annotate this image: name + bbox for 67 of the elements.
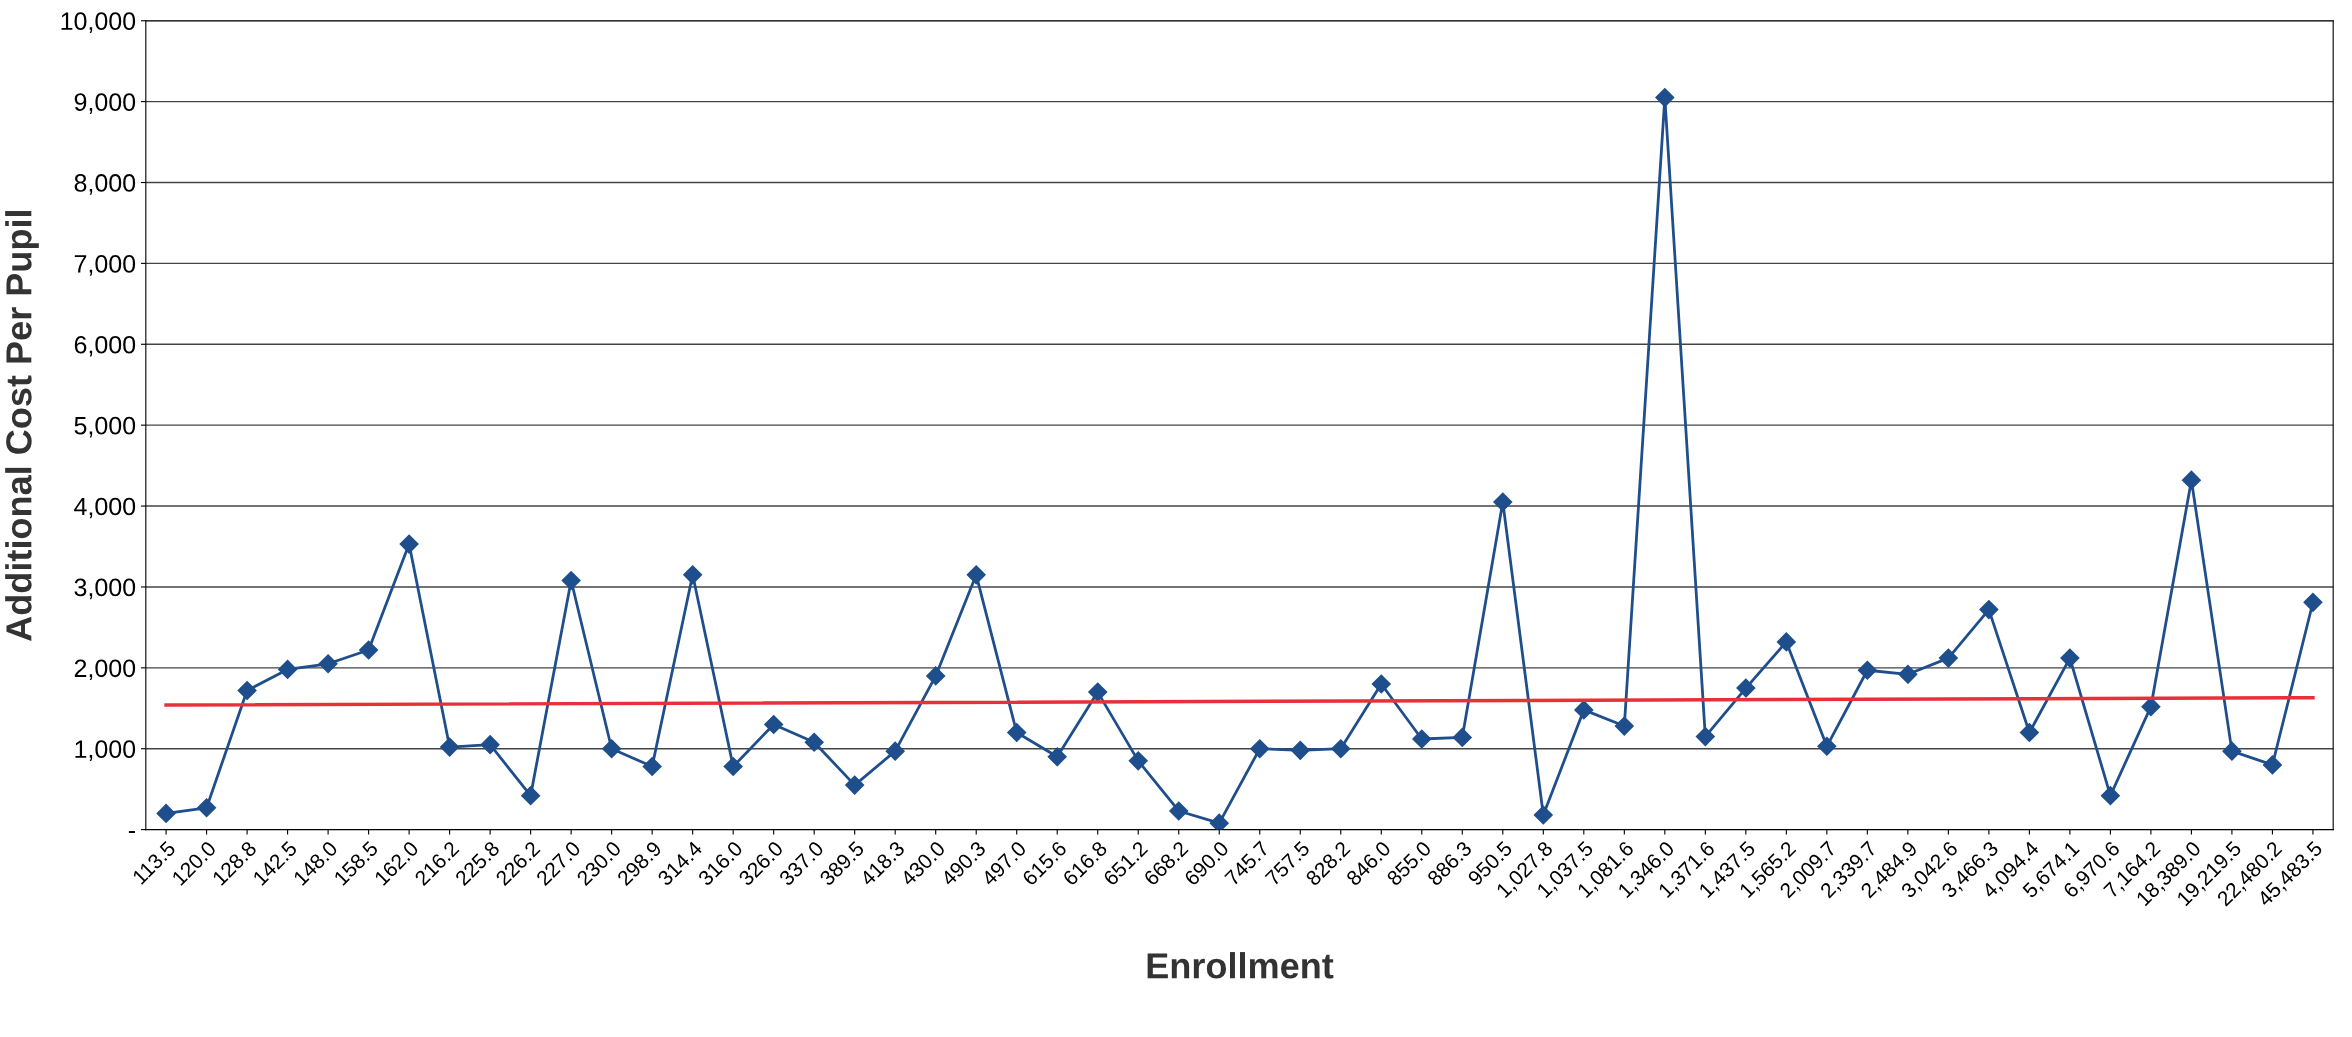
point	[440, 737, 460, 757]
y-tick-label: 1,000	[75, 740, 136, 761]
point	[521, 786, 541, 806]
y-tick-label: 9,000	[74, 93, 136, 114]
point	[885, 741, 905, 761]
point	[2181, 470, 2201, 490]
point	[237, 680, 257, 701]
y-tick-label: 3,000	[74, 578, 136, 600]
point	[1736, 678, 1756, 698]
y-tick-label: 2,000	[74, 659, 136, 681]
point	[642, 756, 662, 777]
point	[156, 803, 176, 823]
point	[1695, 727, 1715, 747]
point	[2100, 786, 2120, 806]
point	[1614, 716, 1634, 736]
point	[197, 798, 217, 818]
point	[683, 565, 703, 585]
point	[1574, 700, 1594, 720]
point	[764, 714, 784, 734]
y-tick-label: 4,000	[74, 497, 136, 519]
y-tick-label: 6,000	[74, 335, 136, 357]
y-tick-label: 7,000	[74, 255, 136, 276]
point	[804, 732, 824, 752]
point	[926, 666, 946, 686]
y-tick-label: -	[128, 831, 135, 833]
point	[1250, 739, 1270, 759]
point	[1290, 740, 1310, 760]
point	[1776, 632, 1796, 652]
point	[2262, 755, 2282, 775]
point	[1169, 801, 1189, 821]
point	[1007, 723, 1027, 743]
point	[1857, 660, 1877, 680]
x-axis-title: Enrollment	[1147, 952, 1334, 979]
point	[480, 735, 500, 755]
y-axis-title: Additional Cost Per Pupil	[5, 211, 39, 641]
point	[2303, 592, 2323, 612]
point	[2222, 741, 2242, 761]
point	[1452, 727, 1472, 747]
point	[1979, 600, 1999, 620]
point	[966, 565, 986, 585]
point	[1938, 648, 1958, 668]
point	[318, 654, 338, 674]
point	[602, 739, 622, 759]
point	[359, 640, 379, 660]
point	[1898, 664, 1918, 684]
point	[1533, 805, 1553, 825]
point	[399, 534, 419, 554]
y-tick-label: 10,000	[61, 12, 136, 33]
y-tick-label: 5,000	[74, 416, 136, 438]
point	[278, 659, 298, 679]
point	[2019, 723, 2039, 743]
point	[1209, 813, 1229, 830]
point	[1047, 747, 1067, 767]
point	[1655, 88, 1675, 108]
point	[1088, 682, 1108, 702]
point	[561, 570, 581, 591]
point	[723, 756, 743, 777]
y-tick-label: 8,000	[74, 174, 136, 195]
point	[2141, 697, 2161, 717]
point	[1128, 751, 1148, 771]
point	[1412, 729, 1432, 749]
point	[1371, 674, 1391, 694]
point	[845, 775, 865, 795]
point	[1493, 492, 1513, 512]
point	[1331, 739, 1351, 759]
point	[2060, 648, 2080, 668]
point	[1817, 736, 1837, 756]
